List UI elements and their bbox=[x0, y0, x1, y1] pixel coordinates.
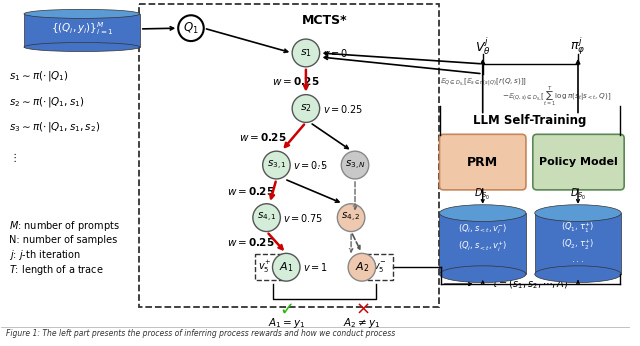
Text: $(Q_i, s_{<t}, v_i^{-})$: $(Q_i, s_{<t}, v_i^{-})$ bbox=[458, 223, 508, 236]
Circle shape bbox=[273, 253, 300, 281]
Text: $V_{\theta}^{j}$: $V_{\theta}^{j}$ bbox=[475, 35, 491, 57]
Text: $v_5^{+}$: $v_5^{+}$ bbox=[258, 259, 271, 275]
Text: LLM Self-Training: LLM Self-Training bbox=[473, 114, 586, 127]
Text: PRM: PRM bbox=[467, 156, 499, 169]
Text: $A_1$: $A_1$ bbox=[279, 260, 294, 274]
Ellipse shape bbox=[440, 205, 526, 221]
Circle shape bbox=[178, 15, 204, 41]
Text: $s_2$: $s_2$ bbox=[300, 103, 312, 115]
Text: $s_{3,1}$: $s_{3,1}$ bbox=[267, 158, 286, 172]
Text: $w = \mathbf{0.25}$: $w = \mathbf{0.25}$ bbox=[271, 75, 319, 87]
Text: $A_2 \neq y_1$: $A_2 \neq y_1$ bbox=[343, 316, 381, 330]
Text: $\tau = (s_1, s_2, \cdots, A)$: $\tau = (s_1, s_2, \cdots, A)$ bbox=[491, 277, 568, 291]
Text: $v = 0.25$: $v = 0.25$ bbox=[323, 102, 363, 115]
Text: $(Q_2, \tau_2^{+})$: $(Q_2, \tau_2^{+})$ bbox=[561, 237, 595, 252]
Ellipse shape bbox=[24, 9, 140, 18]
Text: $...$: $...$ bbox=[572, 255, 584, 264]
Text: $\times$: $\times$ bbox=[355, 300, 369, 318]
Text: $v = 0.5$: $v = 0.5$ bbox=[293, 159, 328, 171]
Text: $v = 0$: $v = 0$ bbox=[323, 47, 348, 59]
Text: $\cdots$: $\cdots$ bbox=[312, 158, 325, 172]
Circle shape bbox=[262, 151, 290, 179]
Text: $v_5^{-}$: $v_5^{-}$ bbox=[373, 260, 386, 274]
Text: $s_{3,N}$: $s_{3,N}$ bbox=[344, 158, 365, 172]
Text: $\mathbb{E}_{Q\in D_{S_0}}[\mathbb{E}_{s\in\pi(s|Q)}[r(Q,s)]]$: $\mathbb{E}_{Q\in D_{S_0}}[\mathbb{E}_{s… bbox=[440, 76, 527, 88]
Text: $-\mathbb{E}_{(Q,s)\in D_{S_0}}[\sum_{t=1}^{T}\log\pi(s_t|s_{<t},Q)]$: $-\mathbb{E}_{(Q,s)\in D_{S_0}}[\sum_{t=… bbox=[502, 84, 612, 109]
Ellipse shape bbox=[440, 266, 526, 283]
Text: $j$: $j$-th iteration: $j$: $j$-th iteration bbox=[9, 248, 81, 262]
Text: $\{(Q_i, y_i)\}_{i=1}^{M}$: $\{(Q_i, y_i)\}_{i=1}^{M}$ bbox=[51, 20, 113, 37]
Circle shape bbox=[337, 204, 365, 231]
Text: $s_2 \sim \pi(\cdot\,|Q_1,s_1)$: $s_2 \sim \pi(\cdot\,|Q_1,s_1)$ bbox=[9, 94, 85, 109]
Text: $s_1$: $s_1$ bbox=[300, 47, 312, 59]
Text: $\pi_{\varphi}^{j}$: $\pi_{\varphi}^{j}$ bbox=[570, 35, 586, 57]
Circle shape bbox=[253, 204, 280, 231]
Text: $(Q_i, s_{<t}, v_i^{+})$: $(Q_i, s_{<t}, v_i^{+})$ bbox=[458, 240, 508, 255]
Bar bbox=[440, 213, 526, 274]
Ellipse shape bbox=[24, 43, 140, 52]
Bar bbox=[535, 213, 621, 274]
Text: $\checkmark$: $\checkmark$ bbox=[279, 300, 293, 318]
Text: $D_{S_0}$: $D_{S_0}$ bbox=[570, 187, 586, 202]
Text: $Q_1$: $Q_1$ bbox=[183, 21, 199, 36]
Text: $s_1 \sim \pi(\cdot\,|Q_1)$: $s_1 \sim \pi(\cdot\,|Q_1)$ bbox=[9, 69, 69, 83]
Text: $v = 0.75$: $v = 0.75$ bbox=[284, 212, 323, 224]
Text: $A_1 = y_1$: $A_1 = y_1$ bbox=[268, 316, 305, 330]
Text: $M$: number of prompts: $M$: number of prompts bbox=[9, 219, 120, 233]
Text: $\vdots$: $\vdots$ bbox=[9, 151, 17, 164]
Text: N: number of samples: N: number of samples bbox=[9, 236, 118, 245]
Text: Figure 1: The left part presents the process of inferring process rewards and ho: Figure 1: The left part presents the pro… bbox=[6, 329, 396, 338]
Circle shape bbox=[292, 95, 319, 122]
Circle shape bbox=[348, 253, 376, 281]
Ellipse shape bbox=[535, 266, 621, 283]
FancyBboxPatch shape bbox=[533, 134, 624, 190]
Text: $s_{4,1}$: $s_{4,1}$ bbox=[257, 211, 276, 224]
FancyBboxPatch shape bbox=[440, 134, 526, 190]
Text: $s_3 \sim \pi(\cdot\,|Q_1,s_1,s_2)$: $s_3 \sim \pi(\cdot\,|Q_1,s_1,s_2)$ bbox=[9, 120, 100, 134]
Text: Policy Model: Policy Model bbox=[539, 157, 618, 167]
Text: $A_2$: $A_2$ bbox=[355, 260, 369, 274]
Text: MCTS*: MCTS* bbox=[302, 14, 348, 27]
Text: $T$: length of a trace: $T$: length of a trace bbox=[9, 263, 104, 277]
Text: $D_{S_0}$: $D_{S_0}$ bbox=[474, 187, 491, 202]
Text: $w = \mathbf{0.25}$: $w = \mathbf{0.25}$ bbox=[227, 185, 275, 197]
Ellipse shape bbox=[535, 205, 621, 221]
Circle shape bbox=[292, 39, 319, 67]
Text: $v = 1$: $v = 1$ bbox=[303, 261, 328, 273]
Circle shape bbox=[341, 151, 369, 179]
Text: $w = \mathbf{0.25}$: $w = \mathbf{0.25}$ bbox=[239, 131, 287, 143]
Text: $(Q_1, \tau_1^{+})$: $(Q_1, \tau_1^{+})$ bbox=[561, 220, 595, 235]
Text: $w = \mathbf{0.25}$: $w = \mathbf{0.25}$ bbox=[227, 236, 275, 248]
Bar bbox=[24, 14, 140, 47]
Text: $s_{4,2}$: $s_{4,2}$ bbox=[341, 211, 361, 224]
